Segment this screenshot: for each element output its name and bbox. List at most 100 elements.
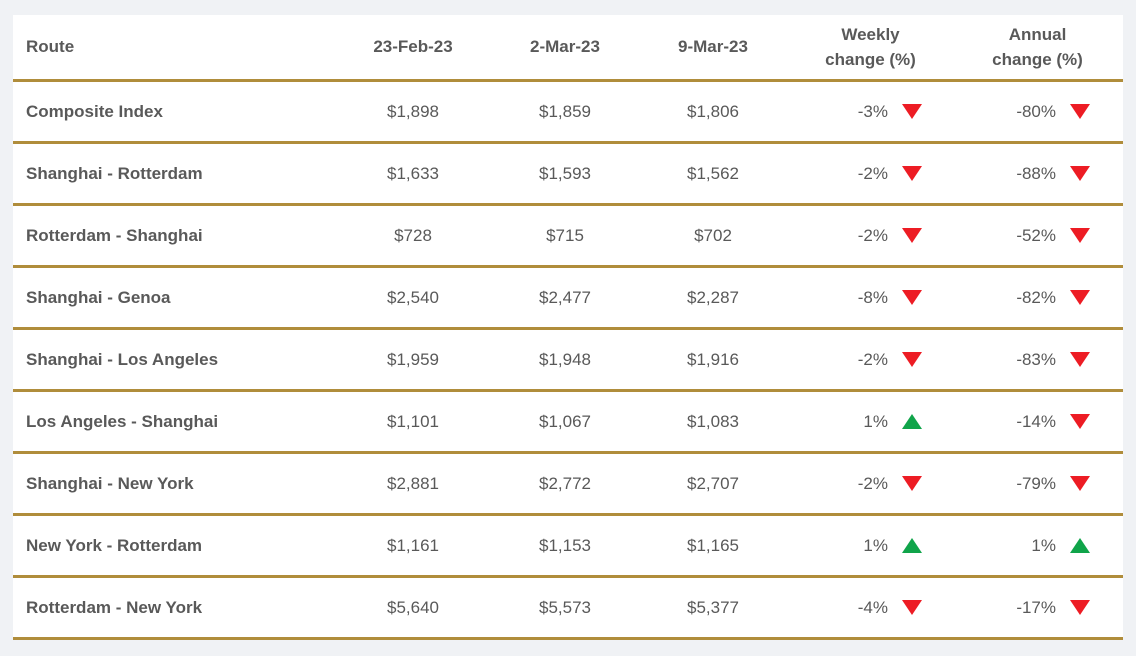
- down-arrow-icon: [1070, 228, 1090, 243]
- freight-rates-table: Route 23-Feb-23 2-Mar-23 9-Mar-23 Weekly…: [13, 15, 1123, 640]
- table-row-shanghai-new-york: Shanghai - New York $2,881 $2,772 $2,707…: [13, 454, 1123, 516]
- annual-change-value: 1%: [1031, 535, 1056, 555]
- weekly-change-cell: -2%: [789, 350, 952, 370]
- price-9mar: $2,707: [687, 473, 739, 493]
- header-date-9mar: 9-Mar-23: [678, 37, 748, 56]
- route-label: Shanghai - Los Angeles: [26, 349, 219, 369]
- weekly-change-cell: -2%: [789, 164, 952, 184]
- price-2mar: $2,772: [539, 473, 591, 493]
- annual-change-cell: -52%: [952, 226, 1123, 246]
- weekly-change-cell: 1%: [789, 536, 952, 556]
- price-2mar: $1,067: [539, 411, 591, 431]
- header-weekly-line2: change (%): [825, 50, 916, 69]
- table-row-composite-index: Composite Index $1,898 $1,859 $1,806 -3%…: [13, 82, 1123, 144]
- route-label: Shanghai - Genoa: [26, 287, 171, 307]
- annual-change-cell: -79%: [952, 474, 1123, 494]
- header-date-2mar: 2-Mar-23: [530, 37, 600, 56]
- weekly-change-value: -2%: [857, 163, 888, 183]
- table-row-shanghai-los-angeles: Shanghai - Los Angeles $1,959 $1,948 $1,…: [13, 330, 1123, 392]
- down-arrow-icon: [1070, 290, 1090, 305]
- annual-change-value: -52%: [1016, 225, 1056, 245]
- table-row-los-angeles-shanghai: Los Angeles - Shanghai $1,101 $1,067 $1,…: [13, 392, 1123, 454]
- price-23feb: $5,640: [387, 597, 439, 617]
- up-arrow-icon: [902, 538, 922, 553]
- down-arrow-icon: [902, 476, 922, 491]
- annual-change-value: -80%: [1016, 101, 1056, 121]
- route-label: Shanghai - Rotterdam: [26, 163, 203, 183]
- up-arrow-icon: [902, 414, 922, 429]
- price-9mar: $1,083: [687, 411, 739, 431]
- price-23feb: $1,898: [387, 101, 439, 121]
- table-row-shanghai-genoa: Shanghai - Genoa $2,540 $2,477 $2,287 -8…: [13, 268, 1123, 330]
- annual-change-value: -88%: [1016, 163, 1056, 183]
- price-23feb: $1,161: [387, 535, 439, 555]
- down-arrow-icon: [902, 166, 922, 181]
- price-23feb: $1,959: [387, 349, 439, 369]
- annual-change-cell: -88%: [952, 164, 1123, 184]
- price-9mar: $1,165: [687, 535, 739, 555]
- down-arrow-icon: [902, 600, 922, 615]
- table-row-new-york-rotterdam: New York - Rotterdam $1,161 $1,153 $1,16…: [13, 516, 1123, 578]
- weekly-change-value: 1%: [863, 535, 888, 555]
- header-weekly-change: Weekly change (%): [789, 22, 952, 72]
- annual-change-cell: -14%: [952, 412, 1123, 432]
- price-2mar: $1,948: [539, 349, 591, 369]
- price-9mar: $2,287: [687, 287, 739, 307]
- price-23feb: $2,881: [387, 473, 439, 493]
- annual-change-cell: -82%: [952, 288, 1123, 308]
- header-date-23feb: 23-Feb-23: [373, 37, 453, 56]
- route-label: Rotterdam - New York: [26, 597, 203, 617]
- route-label: New York - Rotterdam: [26, 535, 203, 555]
- annual-change-value: -79%: [1016, 473, 1056, 493]
- table-header-row: Route 23-Feb-23 2-Mar-23 9-Mar-23 Weekly…: [13, 15, 1123, 82]
- price-23feb: $1,633: [387, 163, 439, 183]
- header-weekly-line1: Weekly: [841, 25, 900, 44]
- down-arrow-icon: [902, 352, 922, 367]
- weekly-change-value: -8%: [857, 287, 888, 307]
- down-arrow-icon: [1070, 352, 1090, 367]
- down-arrow-icon: [1070, 104, 1090, 119]
- annual-change-cell: -80%: [952, 102, 1123, 122]
- weekly-change-cell: 1%: [789, 412, 952, 432]
- weekly-change-cell: -3%: [789, 102, 952, 122]
- route-label: Shanghai - New York: [26, 473, 194, 493]
- weekly-change-value: -2%: [857, 225, 888, 245]
- price-2mar: $2,477: [539, 287, 591, 307]
- weekly-change-value: -3%: [857, 101, 888, 121]
- price-9mar: $1,562: [687, 163, 739, 183]
- price-2mar: $715: [546, 225, 584, 245]
- price-9mar: $1,806: [687, 101, 739, 121]
- up-arrow-icon: [1070, 538, 1090, 553]
- table-row-rotterdam-shanghai: Rotterdam - Shanghai $728 $715 $702 -2% …: [13, 206, 1123, 268]
- price-2mar: $5,573: [539, 597, 591, 617]
- price-23feb: $728: [394, 225, 432, 245]
- annual-change-cell: -17%: [952, 598, 1123, 618]
- price-9mar: $5,377: [687, 597, 739, 617]
- weekly-change-value: -2%: [857, 349, 888, 369]
- price-23feb: $1,101: [387, 411, 439, 431]
- price-2mar: $1,859: [539, 101, 591, 121]
- weekly-change-cell: -2%: [789, 226, 952, 246]
- down-arrow-icon: [902, 104, 922, 119]
- annual-change-cell: -83%: [952, 350, 1123, 370]
- price-2mar: $1,593: [539, 163, 591, 183]
- annual-change-cell: 1%: [952, 536, 1123, 556]
- header-annual-change: Annual change (%): [952, 22, 1123, 72]
- weekly-change-cell: -2%: [789, 474, 952, 494]
- price-9mar: $1,916: [687, 349, 739, 369]
- weekly-change-cell: -8%: [789, 288, 952, 308]
- header-route: Route: [26, 37, 75, 56]
- weekly-change-value: 1%: [863, 411, 888, 431]
- weekly-change-value: -4%: [857, 597, 888, 617]
- route-label: Composite Index: [26, 101, 163, 121]
- annual-change-value: -82%: [1016, 287, 1056, 307]
- weekly-change-cell: -4%: [789, 598, 952, 618]
- table-row-rotterdam-new-york: Rotterdam - New York $5,640 $5,573 $5,37…: [13, 578, 1123, 640]
- header-annual-line1: Annual: [1008, 25, 1067, 44]
- price-2mar: $1,153: [539, 535, 591, 555]
- down-arrow-icon: [1070, 414, 1090, 429]
- table-row-shanghai-rotterdam: Shanghai - Rotterdam $1,633 $1,593 $1,56…: [13, 144, 1123, 206]
- header-annual-line2: change (%): [992, 50, 1083, 69]
- down-arrow-icon: [902, 290, 922, 305]
- down-arrow-icon: [1070, 166, 1090, 181]
